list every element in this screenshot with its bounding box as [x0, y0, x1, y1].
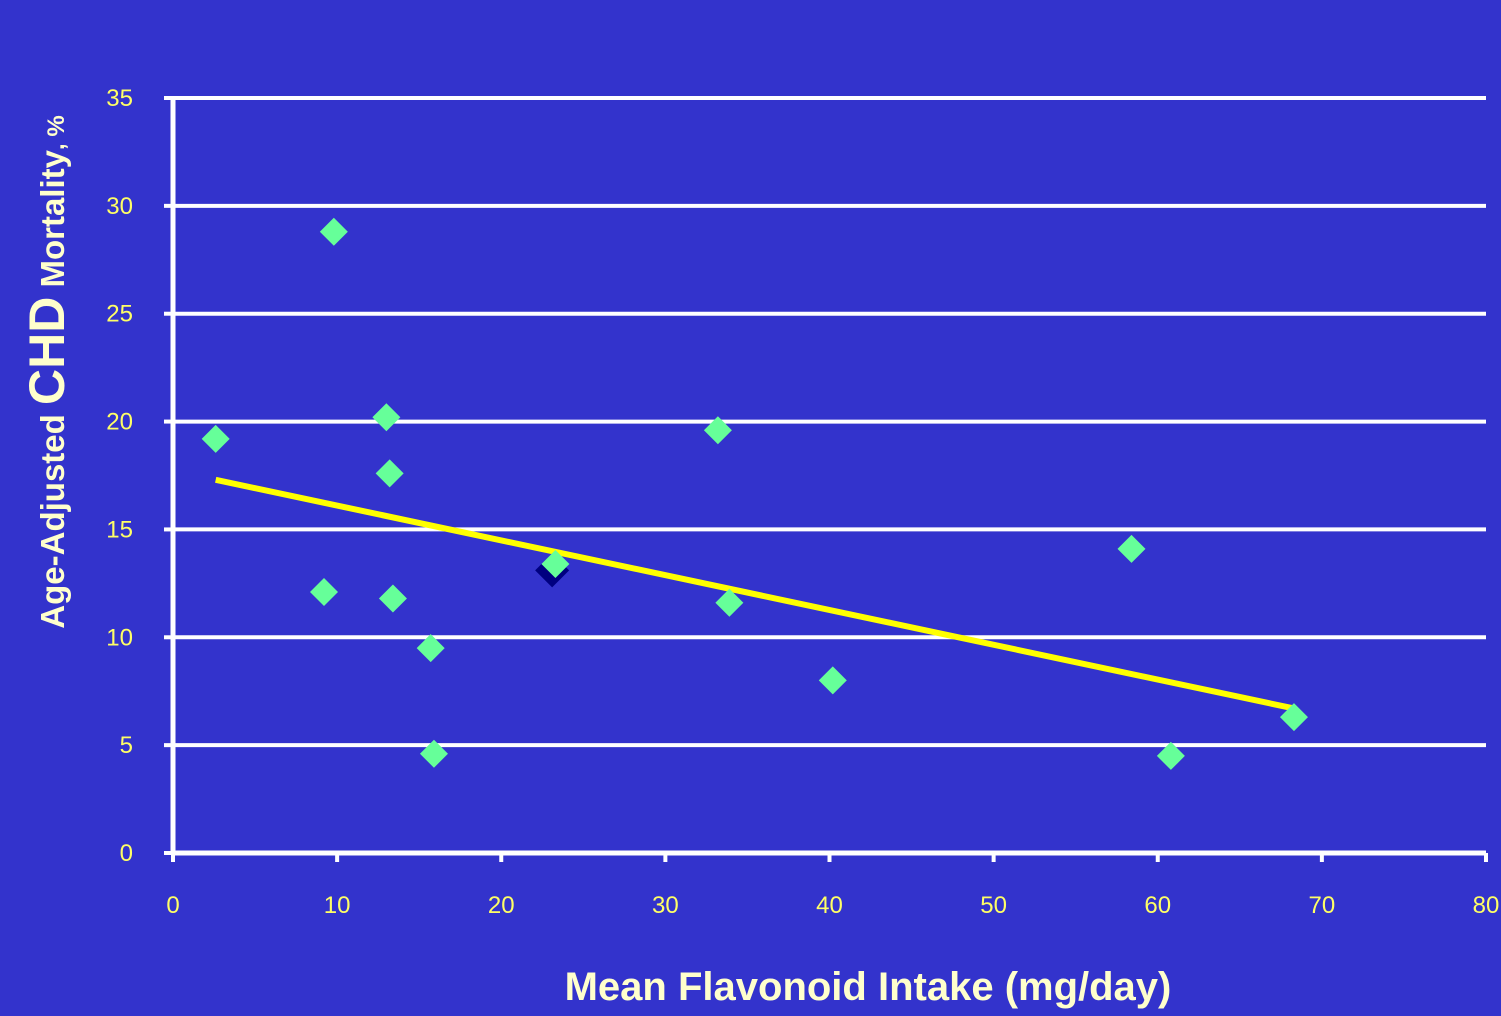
x-tick-label-20: 20	[488, 892, 515, 919]
data-point-1	[201, 424, 230, 453]
data-point-10	[703, 416, 732, 445]
x-tick-label-10: 10	[324, 892, 351, 919]
y-tick-label-20: 20	[106, 409, 133, 436]
data-point-7	[416, 634, 445, 663]
x-tick-label-40: 40	[816, 892, 843, 919]
x-tick-label-60: 60	[1144, 892, 1171, 919]
data-point-14	[1156, 741, 1185, 770]
data-point-3	[309, 577, 338, 606]
y-tick-label-0: 0	[120, 840, 133, 867]
data-point-13	[1117, 534, 1146, 563]
y-tick-label-30: 30	[106, 193, 133, 220]
y-axis-title-prefix: Age-Adjusted	[34, 405, 71, 629]
x-tick-label-50: 50	[980, 892, 1007, 919]
trendline-layer	[215, 476, 1295, 712]
y-tick-label-25: 25	[106, 301, 133, 328]
data-points	[201, 217, 1308, 770]
y-tick-label-5: 5	[120, 732, 133, 759]
y-tick-labels: 0 5 10 15 20 25 30 35	[106, 85, 133, 867]
y-axis-title-unit: , %	[43, 115, 70, 150]
data-point-12	[818, 666, 847, 695]
data-point-4	[372, 403, 401, 432]
trendline	[215, 476, 1295, 712]
data-point-15	[1279, 703, 1308, 732]
data-point-8	[419, 739, 448, 768]
x-tick-label-80: 80	[1473, 892, 1500, 919]
x-tick-labels: 0 10 20 30 40 50 60 70 80	[166, 892, 1499, 919]
y-axis-title: Age-Adjusted CHD Mortality, %	[19, 115, 75, 628]
x-axis-title: Mean Flavonoid Intake (mg/day)	[565, 965, 1172, 1009]
y-tick-label-35: 35	[106, 85, 133, 112]
x-tick-label-0: 0	[166, 892, 179, 919]
x-tick-label-30: 30	[652, 892, 679, 919]
data-point-5	[375, 459, 404, 488]
y-axis-title-suffix: Mortality	[34, 149, 71, 296]
y-tick-label-10: 10	[106, 624, 133, 651]
data-point-11	[715, 588, 744, 617]
x-tick-label-70: 70	[1309, 892, 1336, 919]
axes	[164, 96, 1488, 862]
grid-lines	[173, 96, 1486, 748]
y-axis-title-emphasis: CHD	[19, 297, 75, 405]
data-point-2	[319, 217, 348, 246]
data-point-9	[541, 549, 570, 578]
y-tick-label-15: 15	[106, 516, 133, 543]
data-point-6	[378, 584, 407, 613]
